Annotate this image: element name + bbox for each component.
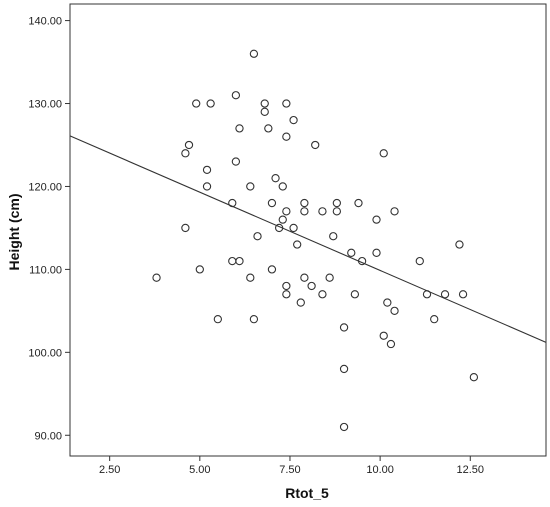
data-point (332, 198, 341, 208)
data-point (282, 132, 291, 141)
data-point (271, 174, 280, 183)
y-tick-label: 100.00 (28, 347, 62, 359)
data-point (329, 232, 338, 241)
data-point (267, 265, 277, 274)
data-point (339, 364, 349, 374)
x-tick-label: 2.50 (99, 464, 120, 476)
data-point (231, 91, 241, 100)
data-point (278, 215, 287, 224)
data-point (246, 182, 255, 191)
data-point (228, 198, 237, 208)
data-point (311, 140, 320, 150)
data-point (293, 240, 302, 249)
x-tick-label: 12.50 (457, 464, 485, 476)
data-point (390, 306, 399, 316)
data-point (390, 207, 399, 216)
data-point (181, 223, 190, 233)
data-point (300, 207, 309, 216)
data-point (264, 124, 273, 133)
data-point (206, 99, 215, 108)
data-point (455, 240, 464, 249)
data-point (300, 198, 309, 208)
data-point (296, 298, 305, 307)
data-point (195, 265, 204, 274)
data-point (260, 99, 269, 108)
data-point (300, 273, 309, 282)
data-point (267, 198, 277, 208)
data-point (275, 223, 284, 233)
data-point (357, 256, 367, 266)
data-point (282, 207, 291, 216)
data-point (202, 165, 212, 175)
y-tick-label: 110.00 (29, 264, 62, 276)
data-point (289, 223, 298, 233)
data-point (372, 248, 381, 257)
y-tick-label: 140.00 (28, 16, 62, 28)
data-point (430, 315, 439, 324)
data-point (379, 149, 388, 158)
x-tick-label: 5.00 (189, 464, 210, 476)
data-point (339, 323, 349, 332)
data-point (249, 49, 259, 58)
data-point (282, 281, 291, 291)
x-tick-label: 10.00 (366, 464, 394, 476)
data-point (415, 256, 424, 266)
data-point (184, 140, 194, 150)
data-point (318, 207, 327, 216)
data-point (339, 422, 349, 432)
data-point (347, 248, 356, 257)
data-point (249, 315, 259, 324)
data-point (379, 331, 388, 340)
y-axis-title: Height (cm) (6, 194, 22, 271)
data-point (202, 182, 212, 191)
data-point (440, 290, 450, 299)
x-axis-title: Rtot_5 (285, 485, 329, 501)
data-point (422, 290, 432, 299)
data-point (350, 290, 360, 299)
data-point (458, 290, 468, 299)
y-tick-label: 90.00 (34, 430, 62, 442)
data-point (282, 99, 291, 108)
data-point (260, 107, 269, 116)
data-point (332, 207, 341, 216)
x-tick-label: 7.50 (279, 464, 300, 476)
data-point (213, 315, 222, 324)
data-point (289, 115, 298, 125)
y-tick-label: 130.00 (28, 99, 62, 111)
data-point (231, 157, 241, 166)
data-point (307, 281, 316, 291)
data-point (181, 149, 190, 158)
data-point (383, 298, 392, 307)
data-point (246, 273, 255, 282)
data-point (253, 232, 262, 241)
data-point (235, 124, 244, 133)
data-point (386, 339, 396, 349)
data-point (278, 182, 287, 191)
regression-fit-line (69, 135, 547, 343)
y-tick-label: 120.00 (28, 181, 62, 193)
data-point (235, 256, 244, 266)
data-point (325, 273, 334, 282)
plot-frame (69, 3, 547, 457)
data-point (192, 99, 201, 108)
data-point (354, 198, 363, 208)
data-point (318, 290, 327, 299)
data-point (372, 215, 381, 224)
data-point (152, 273, 161, 282)
data-point (469, 373, 479, 382)
data-point (282, 290, 291, 299)
